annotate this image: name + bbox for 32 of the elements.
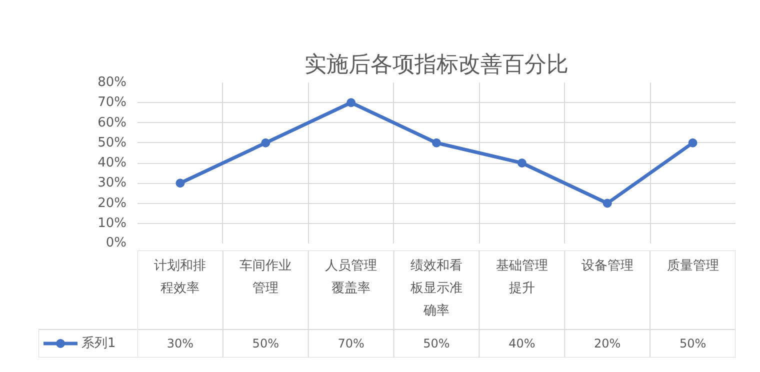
y-tick-label: 80% [98,75,127,90]
y-tick-label: 60% [98,115,127,130]
x-tick-label: 计划和排程效率 [154,258,206,296]
point [261,138,270,148]
x-tick-label: 设备管理 [581,258,634,274]
legend-label: 系列1 [82,336,116,351]
data-label: 50% [423,336,450,350]
x-tick-label: 人员管理覆盖率 [325,258,378,296]
data-label: 70% [338,336,364,350]
chart-title: 实施后各项指标改善百分比 [304,52,568,78]
x-tick-label: 基础管理提升 [496,258,548,296]
y-tick-label: 50% [98,135,127,150]
y-tick-label: 10% [98,216,127,231]
point [176,178,185,188]
point [517,158,526,168]
x-tick-label: 车间作业管理 [240,258,292,296]
x-tick-label: 质量管理 [666,258,719,274]
x-tick-label: 绩效和看板显示准确率 [410,258,462,318]
data-label: 30% [166,336,194,350]
point [346,98,356,108]
y-tick-label: 20% [98,196,127,211]
point [432,138,441,148]
point [688,138,698,148]
data-label: 50% [679,336,706,350]
y-tick-label: 40% [98,156,127,170]
data-label: 50% [252,336,279,350]
data-label: 40% [508,336,536,350]
y-tick-label: 0% [106,236,126,250]
data-label: 20% [594,336,621,350]
point [602,198,612,208]
y-tick-label: 70% [98,95,127,110]
y-tick-label: 30% [98,176,127,191]
